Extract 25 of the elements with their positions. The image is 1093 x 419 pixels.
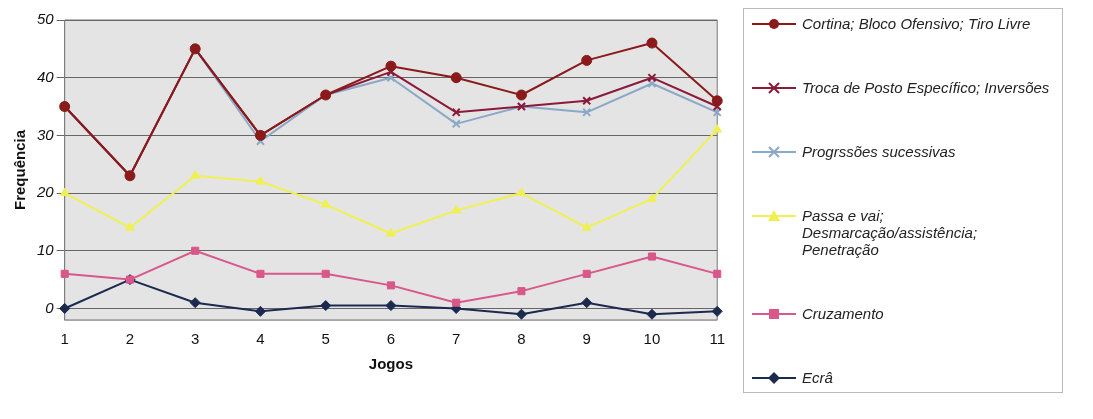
x-tick-label: 10 (643, 330, 661, 348)
legend-label: Ecrâ (802, 369, 833, 386)
y-tick-label: 30 (37, 125, 55, 143)
legend-label: Progrssões sucessivas (802, 143, 956, 160)
x-tick-label: 1 (60, 330, 69, 348)
x-tick-label: 9 (582, 330, 591, 348)
x-tick-label: 7 (452, 330, 461, 348)
x-tick-label: 6 (386, 330, 396, 348)
y-tick-label: 0 (45, 298, 55, 316)
legend-label: Passa e vai; Desmarcação/assistência; Penetração (802, 207, 979, 258)
x-tick-label: 4 (256, 330, 265, 348)
y-tick-label: 20 (36, 183, 55, 201)
x-tick-label: 3 (191, 330, 200, 348)
y-tick-label: 50 (37, 10, 55, 28)
x-tick-label: 2 (125, 330, 135, 348)
legend-label: Cruzamento (802, 305, 884, 322)
y-tick-label: 40 (37, 67, 55, 85)
x-tick-label: 11 (709, 330, 725, 348)
y-axis-title: Frequência (11, 129, 29, 211)
x-tick-label: 5 (321, 330, 330, 348)
x-tick-label: 8 (517, 330, 526, 348)
legend-label: Troca de Posto Específico; Inversões (802, 79, 1050, 96)
legend-label: Cortina; Bloco Ofensivo; Tiro Livre (802, 15, 1031, 32)
x-axis-title: Jogos (368, 355, 414, 373)
y-tick-label: 10 (37, 240, 55, 258)
